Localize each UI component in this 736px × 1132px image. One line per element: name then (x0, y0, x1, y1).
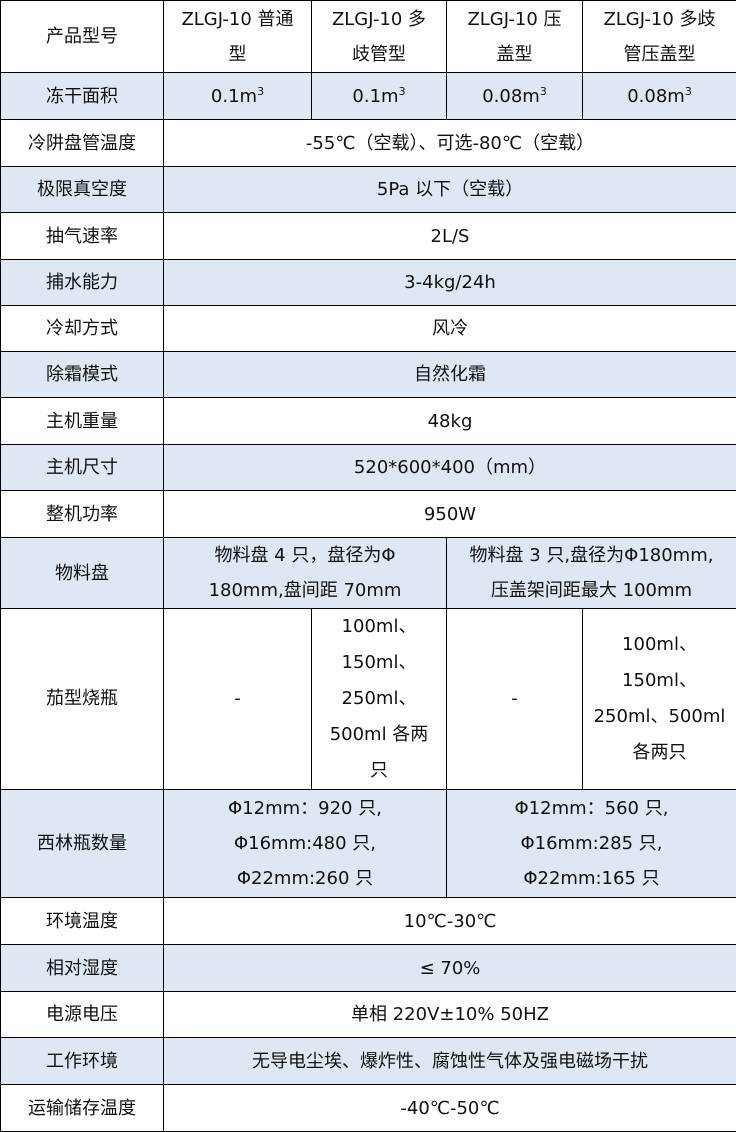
cell-value: 无导电尘埃、爆炸性、腐蚀性气体及强电磁场干扰 (164, 1038, 736, 1085)
cell-value: 单相 220V±10% 50HZ (164, 992, 736, 1038)
table-row: 工作环境无导电尘埃、爆炸性、腐蚀性气体及强电磁场干扰 (1, 1038, 736, 1085)
cell-value: 物料盘 3 只,盘径为Φ180mm, 压盖架间距最大 100mm (447, 538, 736, 609)
row-label: 工作环境 (1, 1038, 164, 1085)
cell-value: 自然化霜 (164, 352, 736, 398)
table-row: 运输储存温度-40℃-50℃ (1, 1085, 736, 1132)
cell-value: 0.08m (627, 86, 685, 107)
row-label: 冻干面积 (1, 73, 164, 120)
cell-value: 0.08m (482, 86, 540, 107)
table-row: 冷却方式风冷 (1, 306, 736, 352)
table-row: 除霜模式自然化霜 (1, 352, 736, 398)
row-label: 主机重量 (1, 398, 164, 445)
cell-value: - (164, 609, 312, 790)
table-row-header: 产品型号 ZLGJ-10 普通 型 ZLGJ-10 多 歧管型 ZLGJ-10 … (1, 1, 736, 73)
model-header: ZLGJ-10 压 盖型 (447, 1, 583, 73)
unit-sup: 3 (540, 85, 547, 98)
model-header: ZLGJ-10 多 歧管型 (312, 1, 447, 73)
unit-sup: 3 (685, 85, 692, 98)
table-row: 茄型烧瓶 - 100ml、 150ml、 250ml、 500ml 各两 只 -… (1, 609, 736, 790)
model-header: ZLGJ-10 多歧 管压盖型 (583, 1, 736, 73)
table-row: 西林瓶数量 Φ12mm：920 只, Φ16mm:480 只, Φ22mm:26… (1, 790, 736, 898)
cell-value: 风冷 (164, 306, 736, 352)
table-row: 电源电压单相 220V±10% 50HZ (1, 992, 736, 1038)
row-label: 主机尺寸 (1, 445, 164, 491)
table-row: 冷阱盘管温度-55℃（空载）、可选-80℃（空载） (1, 120, 736, 167)
cell-value: Φ12mm：920 只, Φ16mm:480 只, Φ22mm:260 只 (164, 790, 447, 898)
cell: 0.08m3 (583, 73, 736, 120)
cell-value: 100ml、 150ml、 250ml、 500ml 各两 只 (312, 609, 447, 790)
cell-value: 0.1m (211, 86, 257, 107)
row-label: 产品型号 (1, 1, 164, 73)
row-label: 电源电压 (1, 992, 164, 1038)
cell-value: 0.1m (352, 86, 398, 107)
cell-value: 100ml、 150ml、 250ml、500ml 各两只 (583, 609, 736, 790)
row-label: 捕水能力 (1, 260, 164, 306)
cell: 0.08m3 (447, 73, 583, 120)
cell-value: 10℃-30℃ (164, 898, 736, 945)
row-label: 冷阱盘管温度 (1, 120, 164, 167)
unit-sup: 3 (257, 85, 264, 98)
row-label: 环境温度 (1, 898, 164, 945)
row-label: 茄型烧瓶 (1, 609, 164, 790)
cell-value: -55℃（空载）、可选-80℃（空载） (164, 120, 736, 167)
table-row: 相对湿度≤ 70% (1, 945, 736, 992)
table-row: 冻干面积 0.1m3 0.1m3 0.08m3 0.08m3 (1, 73, 736, 120)
row-label: 抽气速率 (1, 213, 164, 260)
cell-value: 48kg (164, 398, 736, 445)
cell-value: 5Pa 以下（空载） (164, 167, 736, 213)
cell-value: -40℃-50℃ (164, 1085, 736, 1132)
row-label: 相对湿度 (1, 945, 164, 992)
unit-sup: 3 (399, 85, 406, 98)
cell-value: 物料盘 4 只，盘径为Φ 180mm,盘间距 70mm (164, 538, 447, 609)
cell-value: ≤ 70% (164, 945, 736, 992)
row-label: 西林瓶数量 (1, 790, 164, 898)
cell-value: 520*600*400（mm） (164, 445, 736, 491)
row-label: 整机功率 (1, 491, 164, 538)
cell-value: 950W (164, 491, 736, 538)
row-label: 运输储存温度 (1, 1085, 164, 1132)
row-label: 冷却方式 (1, 306, 164, 352)
cell-value: Φ12mm：560 只, Φ16mm:285 只, Φ22mm:165 只 (447, 790, 736, 898)
model-header: ZLGJ-10 普通 型 (164, 1, 312, 73)
row-label: 物料盘 (1, 538, 164, 609)
cell-value: - (447, 609, 583, 790)
cell-value: 3-4kg/24h (164, 260, 736, 306)
cell-value: 2L/S (164, 213, 736, 260)
row-label: 除霜模式 (1, 352, 164, 398)
cell: 0.1m3 (164, 73, 312, 120)
row-label: 极限真空度 (1, 167, 164, 213)
table-row: 物料盘 物料盘 4 只，盘径为Φ 180mm,盘间距 70mm 物料盘 3 只,… (1, 538, 736, 609)
cell: 0.1m3 (312, 73, 447, 120)
